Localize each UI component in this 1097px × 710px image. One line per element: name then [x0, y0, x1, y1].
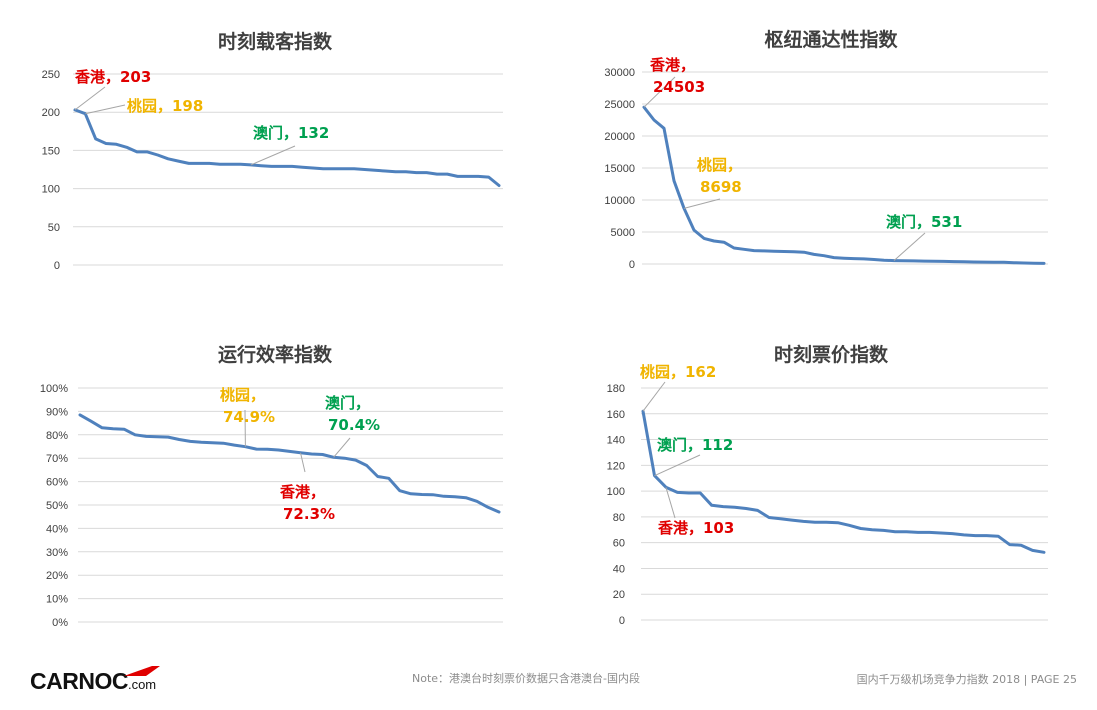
y-tick-label: 140 — [607, 435, 625, 447]
annotation-label: 桃园，198 — [127, 97, 203, 115]
leader-line — [85, 104, 126, 115]
series-line — [641, 409, 1046, 554]
annotation-label: 桃园， 74.9% — [220, 386, 275, 426]
logo-main: CARNOC — [30, 668, 128, 694]
y-tick-label: 10% — [46, 594, 68, 606]
chart-title: 时刻载客指数 — [218, 30, 333, 53]
y-tick-label: 30% — [46, 547, 68, 559]
y-tick-label: 250 — [42, 69, 60, 81]
y-tick-label: 30000 — [604, 67, 635, 79]
y-tick-label: 0 — [629, 259, 635, 271]
y-tick-label: 20 — [613, 589, 625, 601]
leader-line — [74, 86, 106, 111]
carnoc-logo: CARNOC.com — [30, 668, 156, 695]
annotation-label: 澳门， 70.4% — [325, 394, 380, 434]
plane-tail-icon — [124, 666, 160, 676]
fare-index-chart: 时刻票价指数 0 20 40 60 80 100 120 140 160 180 桃园，162 澳门，… — [607, 343, 1048, 627]
y-tick-label: 80 — [613, 512, 625, 524]
y-tick-label: 20000 — [604, 131, 635, 143]
footer-page-label: 国内千万级机场竞争力指数 2018 | PAGE 25 — [856, 673, 1077, 686]
annotation-label: 桃园，162 — [640, 363, 716, 381]
y-tick-label: 0 — [619, 615, 625, 627]
chart-title: 枢纽通达性指数 — [764, 28, 898, 51]
series-line — [78, 413, 501, 514]
y-tick-label: 120 — [607, 460, 625, 472]
series-line — [642, 105, 1046, 265]
y-tick-label: 100 — [607, 486, 625, 498]
y-tick-label: 20% — [46, 570, 68, 582]
leader-line — [300, 452, 306, 473]
leader-line — [250, 145, 296, 166]
hub-connectivity-chart: 枢纽通达性指数 0 5000 10000 15000 20000 25000 30000 香港… — [604, 28, 1048, 271]
leader-line — [333, 437, 351, 458]
annotation-label: 桃园， 8698 — [697, 156, 742, 196]
y-tick-label: 50% — [46, 500, 68, 512]
y-tick-label: 160 — [607, 409, 625, 421]
annotation-label: 香港， 72.3% — [280, 483, 335, 523]
leader-line — [643, 76, 676, 108]
y-tick-label: 50 — [48, 222, 60, 234]
annotation-label: 澳门，132 — [253, 124, 329, 142]
y-tick-label: 0 — [54, 260, 60, 272]
operation-efficiency-chart: 运行效率指数 0% 10% 20% 30% 40% 50% 60% 70% 80% 90% 100%… — [40, 343, 503, 629]
annotation-label: 香港，103 — [658, 519, 734, 537]
chart-title: 运行效率指数 — [218, 343, 333, 366]
annotation-label: 香港，203 — [75, 68, 151, 86]
y-tick-label: 60% — [46, 477, 68, 489]
leader-line — [642, 381, 666, 412]
y-tick-label: 40 — [613, 563, 625, 575]
y-tick-label: 40% — [46, 523, 68, 535]
logo-suffix: .com — [127, 677, 157, 692]
leader-line — [893, 232, 926, 261]
annotation-label: 澳门，112 — [657, 436, 733, 454]
y-tick-label: 5000 — [611, 227, 635, 239]
y-tick-label: 10000 — [604, 195, 635, 207]
y-tick-label: 180 — [607, 383, 625, 395]
y-tick-label: 100% — [40, 383, 68, 395]
y-tick-label: 80% — [46, 430, 68, 442]
leader-line — [683, 198, 721, 209]
y-tick-label: 0% — [52, 617, 68, 629]
annotation-label: 澳门，531 — [886, 213, 962, 231]
y-tick-label: 25000 — [604, 99, 635, 111]
y-tick-label: 15000 — [604, 163, 635, 175]
footer-note: Note：港澳台时刻票价数据只含港澳台-国内段 — [412, 672, 641, 685]
passenger-capacity-chart: 时刻载客指数 0 50 100 150 200 250 香港，203 桃园，198 澳门，132 — [42, 30, 503, 272]
leader-line — [654, 454, 701, 477]
leader-line — [665, 487, 676, 519]
y-tick-label: 60 — [613, 538, 625, 550]
series-line — [73, 108, 501, 187]
y-tick-label: 100 — [42, 184, 60, 196]
annotation-label: 香港， 24503 — [650, 56, 705, 96]
y-tick-label: 150 — [42, 145, 60, 157]
y-tick-label: 90% — [46, 406, 68, 418]
y-tick-label: 70% — [46, 453, 68, 465]
y-tick-label: 200 — [42, 107, 60, 119]
chart-title: 时刻票价指数 — [774, 343, 889, 366]
